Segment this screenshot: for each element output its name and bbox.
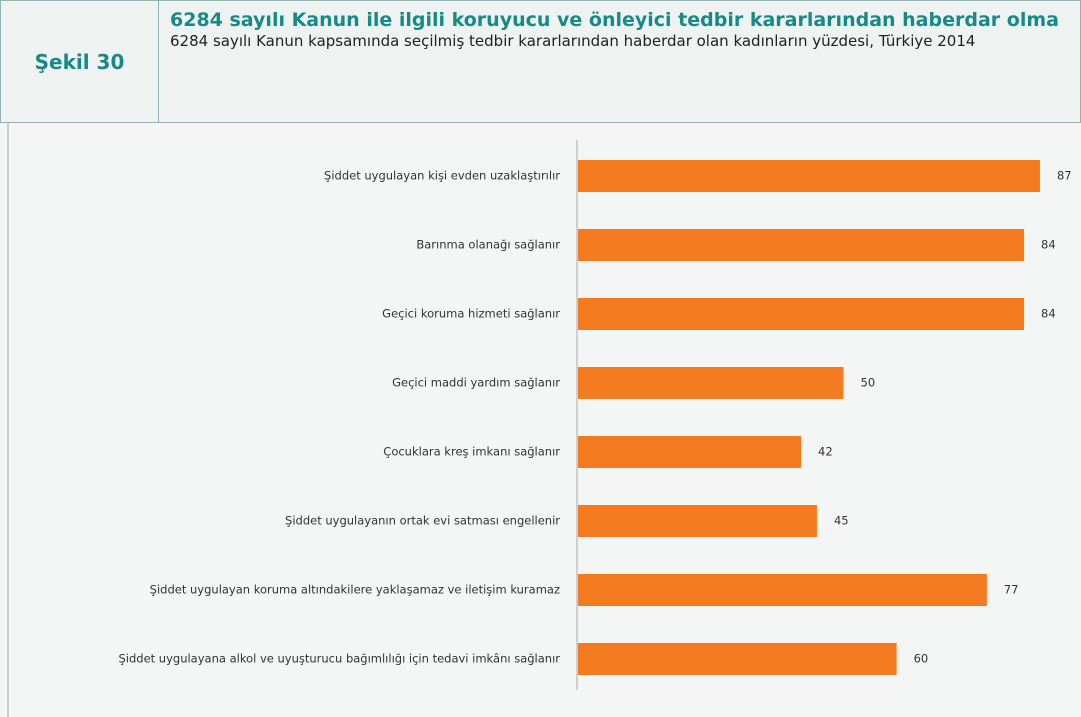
subtitle: 6284 sayılı Kanun kapsamında seçilmiş te… — [170, 32, 976, 50]
category-label: Şiddet uygulayanın ortak evi satması eng… — [285, 514, 560, 528]
value-label: 84 — [1041, 238, 1056, 252]
category-label: Şiddet uygulayan koruma altındakilere ya… — [150, 583, 560, 597]
value-label: 60 — [914, 652, 929, 666]
titles: 6284 sayılı Kanun ile ilgili koruyucu ve… — [170, 9, 1070, 51]
bar — [578, 643, 897, 675]
header: Şekil 30 6284 sayılı Kanun ile ilgili ko… — [0, 0, 1081, 123]
value-label: 50 — [861, 376, 876, 390]
value-label: 42 — [818, 445, 833, 459]
category-label: Şiddet uygulayan kişi evden uzaklaştırıl… — [324, 169, 560, 183]
category-label: Geçici koruma hizmeti sağlanır — [382, 307, 560, 321]
value-label: 87 — [1057, 169, 1072, 183]
category-label: Çocuklara kreş imkanı sağlanır — [383, 445, 560, 459]
category-label: Geçici maddi yardım sağlanır — [392, 376, 560, 390]
category-label: Barınma olanağı sağlanır — [416, 238, 560, 252]
bar — [578, 505, 817, 537]
title: 6284 sayılı Kanun ile ilgili koruyucu ve… — [170, 9, 1059, 31]
value-label: 45 — [834, 514, 849, 528]
bar — [578, 367, 844, 399]
bar — [578, 436, 802, 468]
bar — [578, 298, 1025, 330]
value-label: 77 — [1004, 583, 1019, 597]
bar — [578, 160, 1040, 192]
category-label: Şiddet uygulayana alkol ve uyuşturucu ba… — [118, 652, 560, 666]
value-label: 84 — [1041, 307, 1056, 321]
bar — [578, 574, 987, 606]
chart: Şiddet uygulayan kişi evden uzaklaştırıl… — [7, 122, 1072, 717]
bar — [578, 229, 1025, 261]
figure-label: Şekil 30 — [1, 1, 159, 122]
